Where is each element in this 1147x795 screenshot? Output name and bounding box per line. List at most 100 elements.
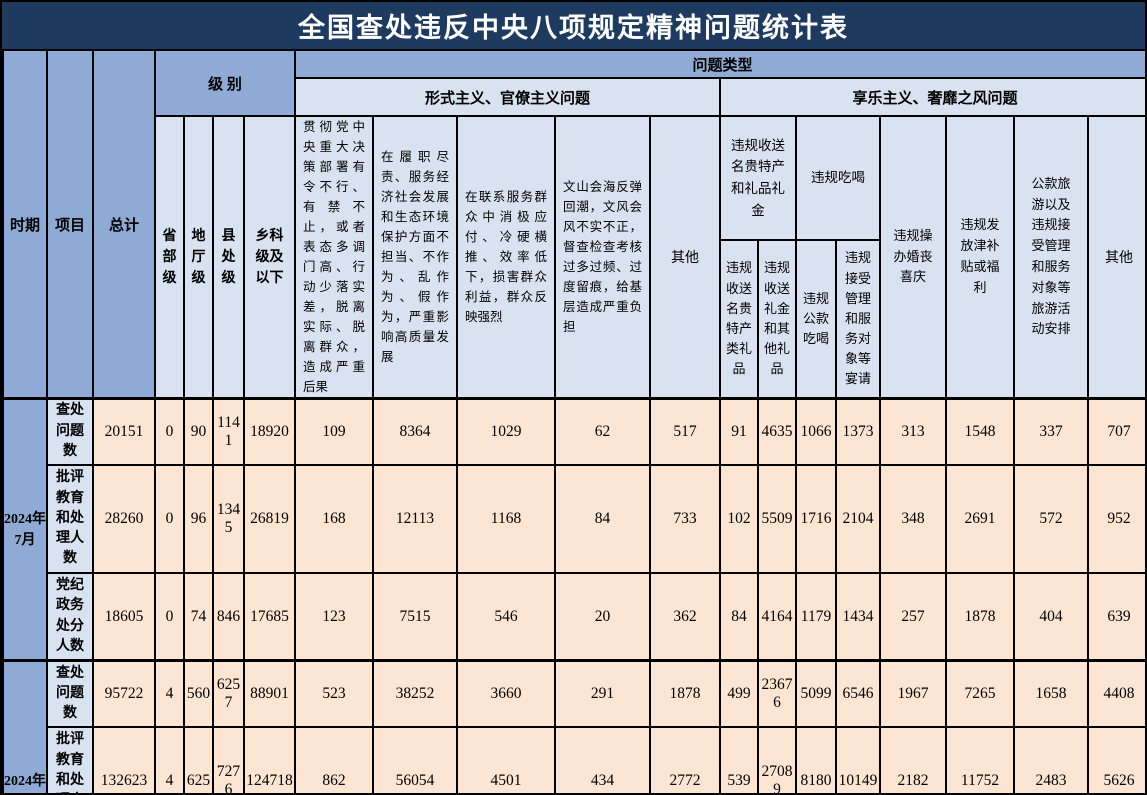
data-cell: 2483 [1013,726,1090,793]
header-formalism-group: 形式主义、官僚主义问题 [294,77,722,117]
page-title: 全国查处违反中央八项规定精神问题统计表 [2,2,1145,49]
data-cell: 1179 [795,572,838,662]
data-cell: 12113 [372,463,459,575]
data-cell: 625 [183,726,214,793]
data-cell: 846 [212,572,245,662]
header-problem-type: 问题类型 [294,49,1145,79]
data-cell: 28260 [92,463,156,575]
data-cell: 88901 [242,659,297,729]
data-cell: 95722 [92,659,156,729]
row-label: 批评教育和处理人数 [46,463,94,575]
statistics-table: 时期 项目 总计 级 别 问题类型 形式主义、官僚主义问题 享乐主义、奢靡之风问… [2,49,1145,793]
header-level-provincial: 省部级 [154,115,185,400]
data-cell: 291 [554,659,652,729]
header-dining-col-banquets: 违规接受管理和服务对象等宴请 [835,238,882,400]
data-cell: 639 [1087,572,1145,662]
data-cell: 2104 [835,463,882,575]
data-cell: 90 [183,396,214,466]
data-cell: 523 [294,659,375,729]
header-formalism-col-masses: 在联系服务群众中消极应付、冷硬横推、效率低下，损害群众利益，群众反映强烈 [456,115,557,400]
data-cell: 56054 [372,726,459,793]
data-cell: 4 [154,659,185,729]
data-cell: 546 [456,572,557,662]
data-cell: 313 [879,396,948,466]
data-cell: 2182 [879,726,948,793]
data-cell: 4164 [757,572,798,662]
data-cell: 499 [719,659,760,729]
data-cell: 132623 [92,726,156,793]
data-cell: 257 [879,572,948,662]
data-cell: 0 [154,572,185,662]
row-label: 查处问题数 [46,659,94,729]
row-label: 批评教育和处理人数 [46,726,94,793]
header-hedonism-col-travel: 公款旅游以及违规接受管理和服务对象等旅游活动安排 [1013,115,1090,400]
data-cell: 20151 [92,396,156,466]
data-cell: 96 [183,463,214,575]
data-cell: 7276 [212,726,245,793]
data-cell: 109 [294,396,375,466]
data-cell: 539 [719,726,760,793]
header-hedonism-col-allowances: 违规发放津补贴或福利 [945,115,1016,400]
data-cell: 18920 [242,396,297,466]
data-cell: 862 [294,726,375,793]
header-total: 总计 [92,49,156,400]
period-cell: 2024年以来 [2,659,48,793]
data-cell: 4501 [456,726,557,793]
data-cell: 18605 [92,572,156,662]
data-cell: 5626 [1087,726,1145,793]
data-cell: 1141 [212,396,245,466]
data-cell: 2772 [649,726,722,793]
data-cell: 733 [649,463,722,575]
data-cell: 27089 [757,726,798,793]
row-label: 查处问题数 [46,396,94,466]
data-cell: 1716 [795,463,838,575]
data-cell: 124718 [242,726,297,793]
header-gifts-col-cash: 违规收送礼金和其他礼品 [757,238,798,400]
header-hedonism-group: 享乐主义、奢靡之风问题 [719,77,1145,117]
data-cell: 102 [719,463,760,575]
data-cell: 348 [879,463,948,575]
data-cell: 10149 [835,726,882,793]
header-formalism-col-duty: 在履职尽责、服务经济社会发展和生态环境保护方面不担当、不作为、乱作为、假作为，严… [372,115,459,400]
data-cell: 1658 [1013,659,1090,729]
data-cell: 1878 [945,572,1016,662]
header-formalism-col-other: 其他 [649,115,722,400]
header-hedonism-col-weddings: 违规操办婚丧喜庆 [879,115,948,400]
data-cell: 7265 [945,659,1016,729]
header-hedonism-col-other: 其他 [1087,115,1145,400]
data-cell: 6257 [212,659,245,729]
data-cell: 4635 [757,396,798,466]
data-cell: 4 [154,726,185,793]
data-cell: 337 [1013,396,1090,466]
data-cell: 123 [294,572,375,662]
data-cell: 952 [1087,463,1145,575]
data-cell: 2691 [945,463,1016,575]
data-cell: 74 [183,572,214,662]
header-level-county: 县处级 [212,115,245,400]
data-cell: 572 [1013,463,1090,575]
data-cell: 1967 [879,659,948,729]
data-cell: 0 [154,396,185,466]
data-cell: 434 [554,726,652,793]
header-dining-col-public-funds: 违规公款吃喝 [795,238,838,400]
data-cell: 168 [294,463,375,575]
header-gifts-col-specialty: 违规收送名贵特产类礼品 [719,238,760,400]
data-cell: 8180 [795,726,838,793]
data-cell: 1066 [795,396,838,466]
data-cell: 84 [719,572,760,662]
header-level-prefecture: 地厅级 [183,115,214,400]
data-cell: 1548 [945,396,1016,466]
data-cell: 7515 [372,572,459,662]
data-cell: 11752 [945,726,1016,793]
data-cell: 26819 [242,463,297,575]
period-cell: 2024年7月 [2,396,48,662]
row-label: 党纪政务处分人数 [46,572,94,662]
data-cell: 5099 [795,659,838,729]
data-cell: 8364 [372,396,459,466]
data-cell: 1345 [212,463,245,575]
data-cell: 1373 [835,396,882,466]
header-period: 时期 [2,49,48,400]
data-cell: 84 [554,463,652,575]
data-cell: 560 [183,659,214,729]
